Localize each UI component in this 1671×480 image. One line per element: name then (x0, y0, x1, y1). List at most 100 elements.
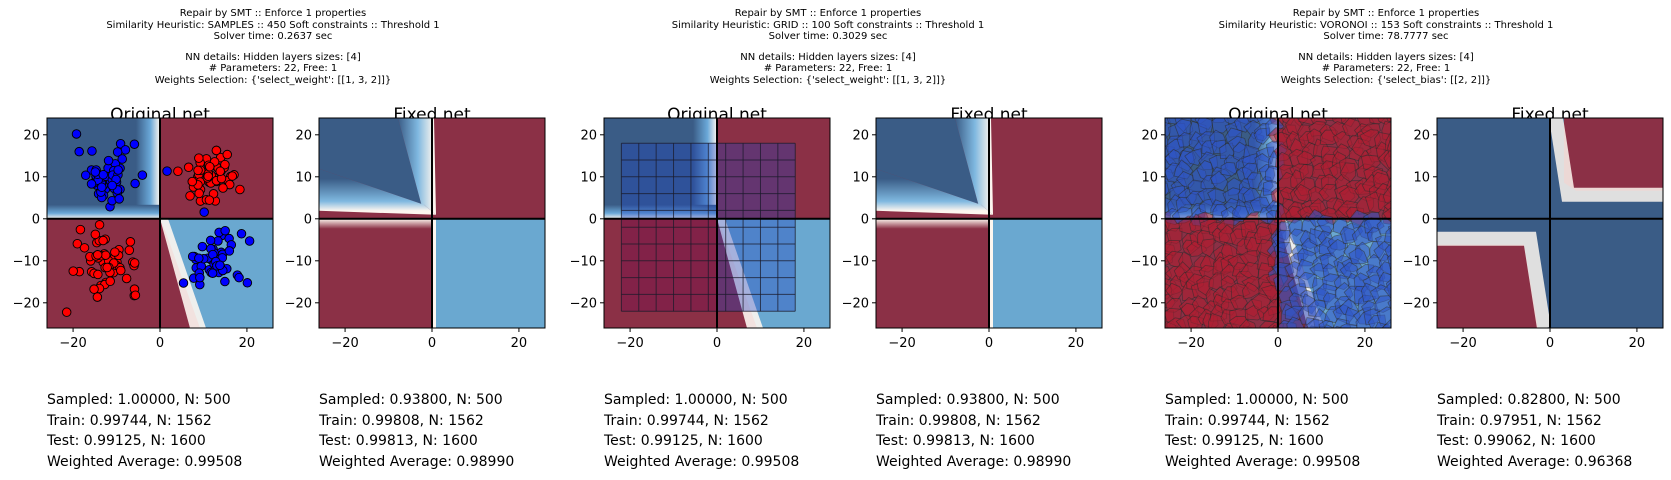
voronoi-cell (1383, 150, 1391, 170)
boundary-diagonal (160, 218, 206, 328)
sample-point-red (129, 258, 140, 268)
header-line: # Parameters: 22, Free: 1 (208, 63, 338, 75)
sample-point-red (187, 176, 198, 187)
sample-point-red (130, 290, 141, 300)
voronoi-cell (1211, 118, 1230, 134)
sample-point-red (215, 166, 225, 176)
y-tick-label: 10 (1413, 170, 1430, 185)
plot-3: −20 0 20 −20 −10 0 10 20 (570, 117, 831, 351)
stat-weighted-average: Weighted Average: 0.99508 (1165, 453, 1361, 470)
y-tick-label: −20 (13, 296, 40, 311)
y-tick-label: 10 (852, 170, 869, 185)
sample-point-blue (195, 272, 205, 283)
sample-point-blue (207, 268, 218, 278)
stat-test: Test: 0.99125, N: 1600 (47, 433, 206, 449)
sample-point-red (93, 269, 103, 280)
y-tick-label: 10 (23, 170, 40, 185)
voronoi-cell (1204, 330, 1224, 346)
voronoi-cell (1262, 306, 1279, 323)
voronoi-cell (1184, 148, 1203, 166)
region-red-tr (1564, 118, 1663, 191)
stat-weighted-average: Weighted Average: 0.96368 (1437, 453, 1633, 470)
voronoi-cell (1161, 329, 1176, 346)
stat-train: Train: 0.99744, N: 1562 (47, 412, 212, 429)
sample-point-red (61, 307, 72, 317)
voronoi-cell (1384, 226, 1391, 244)
header-line: Weights Selection: {'select_weight': [[1… (709, 74, 947, 86)
stat-sampled: Sampled: 1.00000, N: 500 (604, 392, 788, 408)
boundary-edge (432, 218, 436, 328)
sample-point-red (75, 224, 86, 235)
region-blue-br (717, 218, 830, 328)
y-tick-label: 20 (23, 128, 40, 143)
sample-point-red (89, 284, 99, 294)
stats-block: Sampled: 1.00000, N: 500 Train: 0.99744,… (47, 390, 242, 472)
voronoi-cell (1383, 281, 1391, 299)
header-line: Repair by SMT :: Enforce 1 properties (1292, 8, 1480, 19)
sample-point-red (94, 220, 105, 230)
group-header-1: Repair by SMT :: Enforce 1 properties Si… (73, 8, 473, 87)
sample-point-blue (236, 228, 247, 239)
sample-point-blue (112, 147, 123, 157)
boundary-horizontal (319, 218, 432, 229)
sample-point-red (203, 171, 213, 182)
stat-train: Train: 0.99744, N: 1562 (604, 412, 769, 429)
stat-train: Train: 0.99808, N: 1562 (319, 412, 484, 429)
sample-point-blue (205, 235, 216, 246)
stat-weighted-average: Weighted Average: 0.98990 (876, 453, 1072, 470)
plot-5: −20 0 20 −20 −10 0 10 20 (1131, 117, 1392, 351)
header-line: # Parameters: 22, Free: 1 (1321, 63, 1451, 75)
header-line: Solver time: 78.7777 sec (1323, 31, 1449, 43)
y-tick-label: −20 (570, 296, 597, 311)
voronoi-cell (1390, 326, 1411, 347)
y-tick-label: −10 (285, 254, 312, 269)
boundary-band (876, 168, 993, 215)
sample-point-red (68, 266, 78, 276)
stats-block: Sampled: 1.00000, N: 500 Train: 0.99744,… (604, 390, 799, 472)
sample-point-blue (234, 272, 244, 283)
sample-point-blue (178, 278, 189, 288)
stat-weighted-average: Weighted Average: 0.98990 (319, 453, 515, 470)
grid-tint-red (621, 218, 717, 312)
sample-point-blue (194, 253, 204, 263)
boundary-vertical (693, 118, 717, 219)
sample-point-blue (215, 260, 225, 270)
x-tick-label: 20 (239, 336, 256, 351)
sample-point-red (124, 245, 135, 256)
boundary-upper (1549, 118, 1663, 202)
voronoi-cell (1386, 118, 1391, 123)
x-tick-label: −20 (1449, 336, 1476, 351)
y-tick-label: 10 (295, 170, 312, 185)
voronoi-cell (1318, 325, 1330, 328)
voronoi-cell (1339, 226, 1358, 245)
plot-1: −20 0 20 −20 −10 0 10 20 (13, 117, 274, 351)
sample-point-blue (242, 278, 253, 288)
y-tick-label: 0 (32, 212, 40, 227)
voronoi-cell (1387, 298, 1391, 311)
boundary-band (319, 168, 436, 215)
stat-sampled: Sampled: 0.93800, N: 500 (319, 392, 503, 408)
sample-point-red (98, 235, 108, 246)
plot-area (47, 118, 273, 328)
boundary-horizontal (47, 204, 160, 219)
x-tick-label: 20 (1068, 336, 1085, 351)
sample-point-blue (114, 194, 124, 204)
header-line: NN details: Hidden layers sizes: [4] (185, 51, 361, 63)
header-line: Similarity Heuristic: SAMPLES :: 450 Sof… (106, 19, 440, 31)
x-tick-label: −20 (616, 336, 643, 351)
stats-block: Sampled: 0.93800, N: 500 Train: 0.99808,… (319, 390, 514, 472)
region-blue-tl (604, 118, 714, 213)
y-tick-label: 0 (861, 212, 869, 227)
y-tick-label: 20 (580, 128, 597, 143)
x-tick-label: −20 (1177, 336, 1204, 351)
group-header-3: Repair by SMT :: Enforce 1 properties Si… (1186, 8, 1586, 87)
header-line: Similarity Heuristic: GRID :: 100 Soft c… (671, 19, 985, 31)
sample-point-red (173, 166, 183, 176)
boundary-diagonal (717, 218, 763, 328)
x-tick-label: 0 (713, 336, 721, 351)
region-red-bl (1437, 244, 1538, 328)
y-tick-label: −10 (570, 254, 597, 269)
stat-train: Train: 0.97951, N: 1562 (1437, 412, 1602, 429)
sample-point-blue (98, 169, 108, 180)
voronoi-cell (1386, 165, 1391, 181)
